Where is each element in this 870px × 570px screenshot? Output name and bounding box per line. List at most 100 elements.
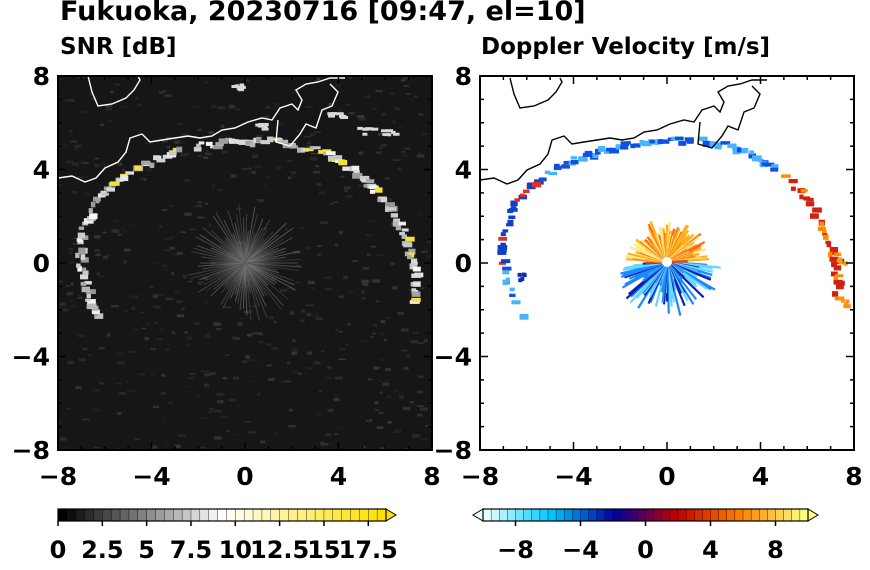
noise-speck: [381, 380, 388, 383]
noise-speck: [357, 350, 366, 354]
y-tick-label: 4: [455, 156, 472, 185]
echo-cell: [109, 181, 120, 186]
noise-speck: [166, 136, 173, 139]
noise-speck: [256, 134, 263, 137]
echo-cell: [81, 235, 89, 240]
noise-speck: [416, 405, 425, 407]
noise-speck: [181, 231, 186, 234]
noise-speck: [245, 79, 250, 82]
noise-speck: [202, 277, 208, 280]
velocity-cell: [741, 147, 749, 153]
noise-speck: [121, 105, 129, 108]
noise-speck: [231, 336, 235, 339]
noise-speck: [126, 389, 135, 392]
noise-speck: [266, 364, 272, 367]
noise-speck: [351, 260, 358, 262]
velocity-cell: [500, 232, 506, 237]
noise-speck: [358, 115, 365, 119]
noise-speck: [390, 262, 395, 266]
noise-speck: [117, 233, 122, 236]
echo-cell: [352, 173, 360, 179]
center-ray: [244, 213, 248, 264]
echo-cell: [77, 265, 82, 272]
noise-speck: [170, 271, 175, 276]
noise-speck: [183, 385, 191, 388]
noise-speck: [70, 304, 78, 308]
noise-speck: [69, 260, 75, 264]
colorbar-tick-label: 10: [219, 536, 252, 564]
noise-speck: [385, 316, 390, 320]
noise-speck: [330, 444, 336, 447]
velocity-cell: [817, 226, 826, 232]
velocity-cell: [749, 150, 755, 155]
noise-speck: [287, 287, 291, 289]
noise-speck: [174, 290, 180, 294]
noise-speck: [144, 336, 149, 341]
noise-speck: [208, 411, 213, 414]
noise-speck: [93, 446, 100, 449]
noise-speck: [333, 397, 340, 402]
noise-speck: [364, 95, 371, 99]
echo-cell: [318, 150, 323, 154]
velocity-cell: [502, 270, 510, 275]
noise-speck: [273, 320, 278, 324]
echo-cell: [75, 252, 80, 258]
colorbar-tick-label: 17.5: [339, 536, 398, 564]
noise-speck: [316, 182, 322, 186]
center-ray: [201, 262, 246, 270]
noise-speck: [109, 440, 115, 444]
noise-speck: [286, 78, 294, 81]
noise-speck: [360, 445, 367, 449]
echo-cell: [374, 187, 383, 193]
velocity-cell: [838, 260, 843, 265]
colorbar-swatch: [314, 508, 325, 522]
noise-speck: [244, 167, 252, 170]
noise-speck: [378, 380, 385, 383]
noise-speck: [152, 261, 160, 265]
noise-speck: [361, 236, 369, 240]
noise-speck: [111, 304, 119, 308]
echo-cell: [332, 155, 343, 161]
echo-cell: [392, 132, 400, 136]
velocity-cell: [502, 279, 509, 286]
velocity-cell: [620, 145, 629, 150]
noise-speck: [248, 310, 253, 314]
noise-speck: [390, 349, 397, 351]
noise-speck: [258, 332, 263, 336]
noise-speck: [62, 308, 69, 312]
noise-speck: [77, 176, 83, 179]
noise-speck: [84, 192, 90, 195]
coastline-island: [87, 76, 141, 107]
noise-speck: [204, 152, 212, 156]
noise-speck: [367, 219, 375, 223]
noise-speck: [409, 98, 414, 101]
noise-speck: [427, 239, 432, 244]
colorbar-swatch: [235, 508, 245, 522]
velocity-cell: [833, 275, 838, 282]
noise-speck: [191, 105, 200, 109]
echo-cell: [338, 114, 347, 118]
colorbar-swatch: [270, 508, 281, 522]
noise-speck: [405, 93, 412, 95]
noise-speck: [345, 432, 350, 435]
velocity-cell: [805, 201, 815, 207]
colorbar-swatch: [173, 508, 183, 522]
velocity-cell: [633, 143, 641, 148]
noise-speck: [262, 184, 267, 188]
velocity-cell: [522, 189, 530, 194]
echo-cell: [134, 165, 142, 171]
velocity-cell: [605, 147, 613, 152]
velocity-cell: [510, 200, 518, 207]
echo-cell: [198, 141, 205, 145]
colorbar-tick-label: 5: [138, 536, 155, 564]
noise-speck: [299, 319, 305, 323]
noise-speck: [186, 336, 192, 341]
noise-speck: [295, 264, 301, 268]
center-ray: [238, 203, 246, 264]
colorbar-extend-arrow: [807, 508, 819, 522]
noise-speck: [374, 410, 380, 414]
noise-speck: [123, 310, 128, 313]
noise-speck: [232, 376, 239, 380]
echo-cell: [153, 155, 160, 161]
